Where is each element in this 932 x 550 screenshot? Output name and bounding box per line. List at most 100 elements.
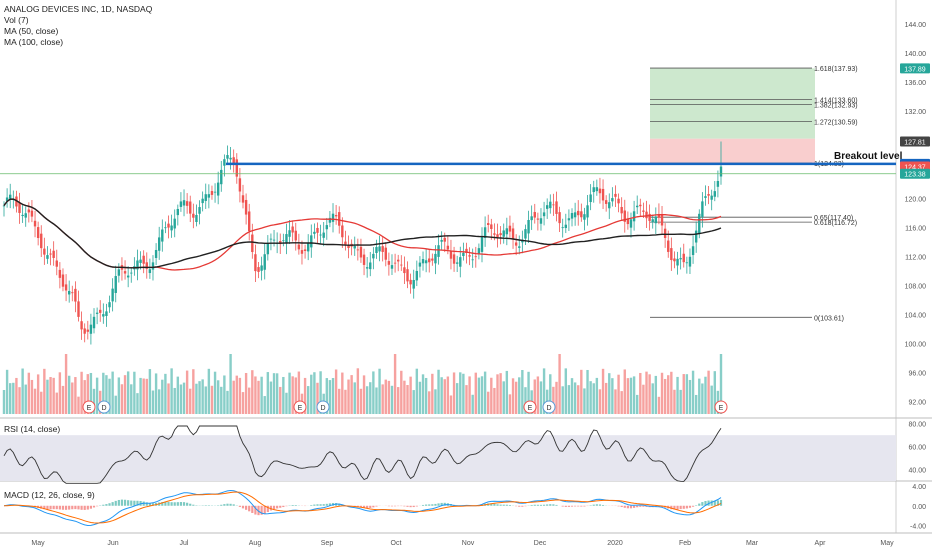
legend-ma50[interactable]: MA (50, close) — [4, 26, 59, 36]
candle-body — [440, 239, 443, 242]
volume-bar — [294, 377, 297, 414]
candle-body — [306, 243, 310, 252]
candle-body — [480, 236, 484, 252]
volume-bar — [685, 374, 689, 414]
macd-histogram-bar — [629, 505, 633, 509]
volume-bar — [313, 372, 316, 414]
candle-body — [642, 210, 645, 212]
volume-bar — [704, 376, 707, 414]
macd-histogram-bar — [192, 504, 195, 506]
y-tick-label-4: 108.00 — [905, 283, 927, 290]
candle-body — [179, 201, 183, 207]
candle-body — [108, 302, 111, 308]
macd-histogram-bar — [136, 500, 139, 506]
volume-bar — [15, 377, 18, 414]
volume-bar — [365, 386, 369, 414]
volume-bar — [567, 385, 571, 414]
volume-bar — [241, 392, 245, 414]
candle-body — [189, 201, 192, 214]
candle-body — [257, 267, 260, 272]
volume-bar — [303, 377, 307, 414]
macd-histogram-bar — [639, 505, 642, 507]
rsi-tick-label-1: 60.00 — [908, 445, 926, 452]
candle-body — [359, 246, 363, 258]
price-tag-label-4: 123.38 — [904, 172, 926, 179]
volume-bar — [589, 381, 592, 414]
volume-bar — [437, 369, 440, 414]
volume-bar — [667, 375, 670, 414]
volume-bar — [95, 377, 99, 414]
volume-bar — [555, 381, 558, 414]
volume-bar — [400, 370, 403, 414]
rsi-legend[interactable]: RSI (14, close) — [4, 424, 61, 434]
macd-legend[interactable]: MACD (12, 26, close, 9) — [4, 490, 95, 500]
rsi-tick-label-0: 40.00 — [908, 468, 926, 475]
volume-bar — [381, 384, 384, 414]
volume-bar — [617, 374, 620, 414]
macd-histogram-bar — [148, 502, 151, 506]
candle-body — [192, 213, 195, 218]
volume-bar — [235, 375, 238, 414]
y-tick-label-5: 112.00 — [905, 254, 926, 261]
candle-body — [185, 201, 189, 206]
macd-histogram-bar — [186, 502, 189, 506]
volume-bar — [654, 375, 658, 414]
candle-body — [487, 223, 490, 226]
macd-histogram-bar — [372, 505, 375, 508]
candle-body — [471, 259, 474, 261]
volume-bar — [390, 385, 394, 414]
volume-bar — [319, 371, 322, 414]
volume-bar — [428, 391, 431, 414]
volume-bar — [33, 388, 37, 414]
volume-bar — [719, 354, 723, 414]
candle-body — [676, 258, 679, 266]
macd-histogram-bar — [279, 505, 282, 508]
macd-histogram-bar — [114, 500, 117, 506]
volume-bar — [27, 372, 31, 414]
macd-histogram-bar — [437, 503, 440, 506]
fib-label-6: 0.65(117.40) — [814, 215, 853, 222]
candle-body — [251, 234, 254, 253]
volume-bar — [157, 389, 161, 414]
y-tick-label-6: 116.00 — [905, 225, 926, 232]
legend-ma100[interactable]: MA (100, close) — [4, 37, 64, 47]
macd-histogram-bar — [657, 505, 661, 507]
volume-bar — [272, 373, 276, 414]
volume-bar — [570, 378, 574, 414]
dividend-marker-label: D — [546, 405, 551, 412]
candle-body — [608, 202, 611, 209]
macd-histogram-bar — [328, 503, 332, 506]
volume-bar — [676, 376, 679, 414]
volume-bar — [499, 373, 502, 414]
macd-histogram-bar — [499, 504, 502, 506]
symbol-title[interactable]: ANALOG DEVICES INC, 1D, NASDAQ — [4, 4, 153, 14]
volume-bar — [238, 377, 242, 414]
macd-histogram-bar — [226, 503, 229, 506]
volume-bar — [291, 376, 294, 414]
macd-histogram-bar — [319, 504, 322, 506]
volume-bar — [310, 374, 313, 414]
candle-body — [673, 258, 676, 262]
candle-body — [530, 216, 533, 221]
macd-histogram-bar — [291, 505, 294, 506]
macd-histogram-bar — [670, 505, 673, 510]
macd-histogram-bar — [111, 502, 114, 506]
candle-body — [248, 211, 251, 232]
candle-body — [657, 214, 661, 218]
volume-bar — [465, 385, 468, 414]
legend-volume[interactable]: Vol (7) — [4, 15, 29, 25]
macd-histogram-bar — [688, 505, 692, 508]
candle-body — [95, 312, 99, 314]
macd-histogram-bar — [549, 504, 552, 506]
volume-bar — [74, 377, 77, 414]
volume-bar — [393, 354, 397, 414]
fib-label-7: 0.618(116.72) — [814, 220, 857, 227]
candle-body — [455, 262, 459, 264]
candle-body — [384, 247, 387, 260]
candle-body — [648, 213, 651, 221]
macd-histogram-bar — [539, 504, 543, 506]
volume-bar — [604, 382, 608, 414]
volume-bar — [297, 371, 301, 414]
candle-body — [691, 246, 695, 256]
